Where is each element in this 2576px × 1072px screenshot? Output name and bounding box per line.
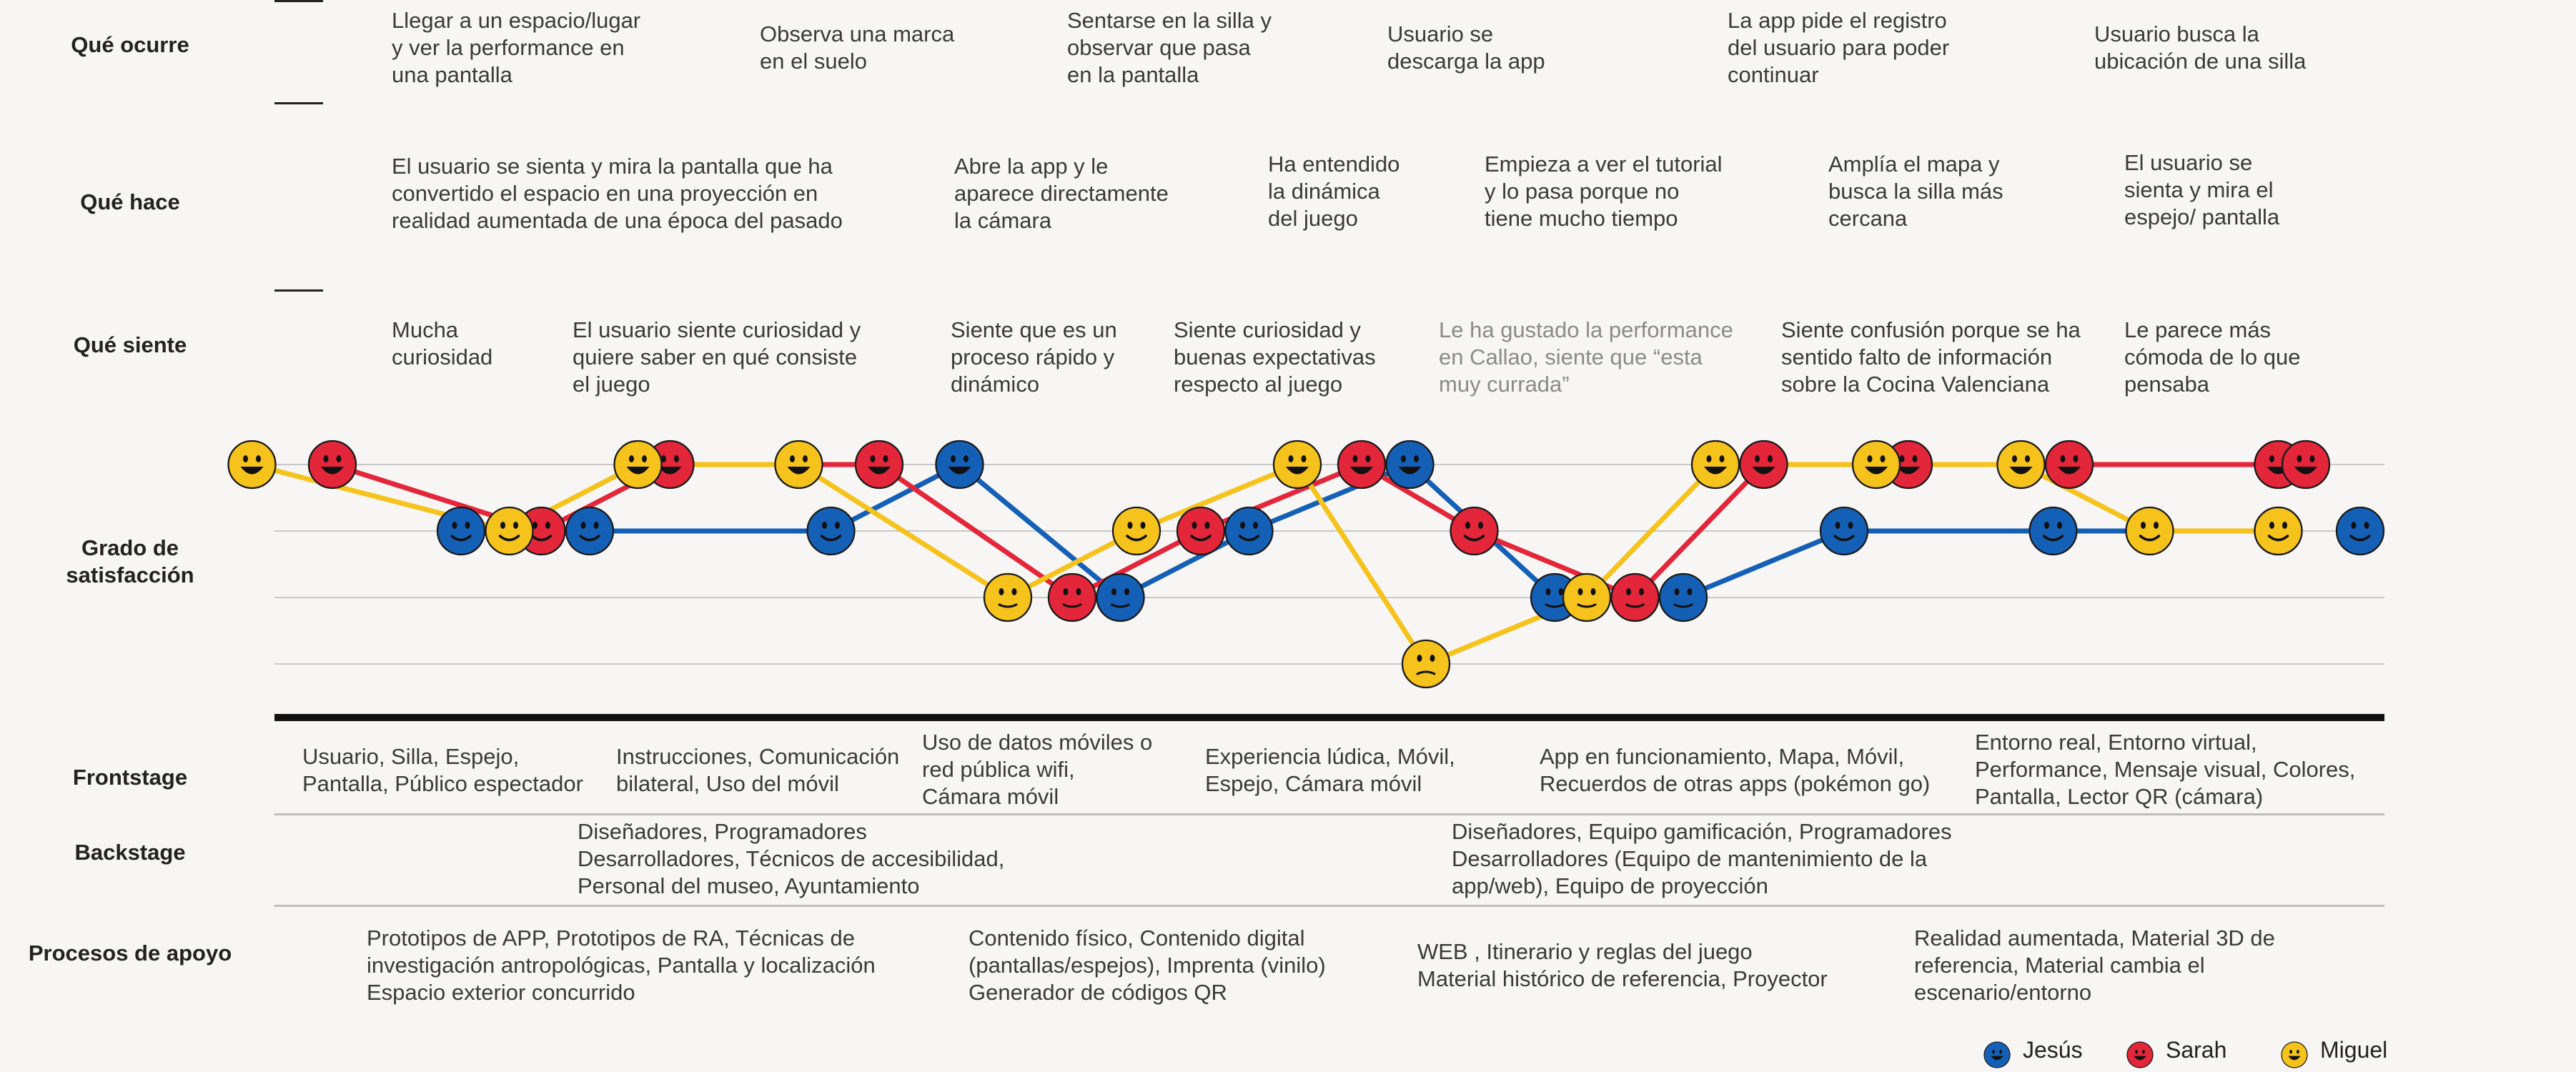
section-divider — [274, 905, 2384, 907]
smiley-icon — [1996, 440, 2046, 490]
smiley-icon — [1610, 572, 1660, 622]
smiley-icon — [1450, 506, 1499, 556]
backstage-item: Diseñadores, Equipo gamificación, Progra… — [1452, 819, 1952, 898]
frontstage-item: Instrucciones, Comunicación bilateral, U… — [616, 744, 900, 796]
smiley-icon — [1690, 440, 1740, 490]
smiley-icon — [1272, 440, 1322, 490]
smiley-icon — [1851, 440, 1901, 490]
ocurre-item: Sentarse en la silla y observar que pasa… — [1067, 8, 1272, 87]
siente-item: Le ha gustado la performance en Callao, … — [1439, 317, 1733, 397]
smiley-icon — [1983, 1041, 2011, 1068]
ocurre-item: La app pide el registro del usuario para… — [1728, 8, 1950, 87]
smiley-icon — [1176, 506, 1226, 556]
frontstage-item: Uso de datos móviles o red pública wifi,… — [922, 730, 1153, 809]
procesos-item: WEB , Itinerario y reglas del juego Mate… — [1417, 939, 1828, 991]
smiley-icon — [1111, 506, 1161, 556]
smiley-icon — [2281, 440, 2331, 490]
row-label-frontstage: Frontstage — [72, 765, 188, 790]
legend-label-jesus: Jesús — [2023, 1037, 2083, 1063]
smiley-icon — [1385, 440, 1435, 490]
hace-item: Abre la app y le aparece directamente la… — [954, 154, 1169, 233]
siente-item: Le parece más cómoda de lo que pensaba — [2124, 317, 2301, 397]
procesos-item: Realidad aumentada, Material 3D de refer… — [1914, 925, 2275, 1005]
row-label-backstage: Backstage — [74, 840, 186, 865]
frontstage-item: Usuario, Silla, Espejo, Pantalla, Públic… — [302, 744, 583, 796]
smiley-icon — [2028, 506, 2078, 556]
chart-bottom-divider — [274, 714, 2384, 721]
smiley-icon — [774, 440, 823, 490]
ocurre-item: Usuario se descarga la app — [1387, 21, 1545, 74]
smiley-icon — [613, 440, 663, 490]
smiley-icon — [2281, 1041, 2308, 1068]
hace-item: El usuario se sienta y mira la pantalla … — [392, 154, 843, 233]
section-divider — [274, 289, 323, 292]
siente-item: Mucha curiosidad — [392, 317, 493, 369]
satisfaction-chart — [227, 440, 2385, 689]
legend-label-sarah: Sarah — [2166, 1037, 2227, 1063]
smiley-icon — [1401, 639, 1451, 689]
siente-item: Siente curiosidad y buenas expectativas … — [1174, 317, 1376, 397]
smiley-icon — [1658, 572, 1708, 622]
row-label-procesos: Procesos de apoyo — [28, 941, 232, 966]
procesos-item: Prototipos de APP, Prototipos de RA, Téc… — [367, 925, 876, 1005]
section-divider — [274, 102, 323, 104]
row-label-que-ocurre: Qué ocurre — [71, 32, 189, 57]
smiley-icon — [806, 506, 856, 556]
series-line-jess — [461, 462, 2279, 600]
hace-item: Amplía el mapa y busca la silla más cerc… — [1828, 152, 2003, 231]
smiley-icon — [2281, 1041, 2308, 1068]
backstage-item: Diseñadores, Programadores Desarrollador… — [578, 819, 1005, 898]
section-divider — [274, 813, 2384, 815]
smiley-icon — [2126, 1041, 2154, 1068]
frontstage-item: App en funcionamiento, Mapa, Móvil, Recu… — [1540, 744, 1931, 796]
row-label-que-siente: Qué siente — [73, 332, 187, 357]
frontstage-item: Entorno real, Entorno virtual, Performan… — [1975, 730, 2356, 809]
siente-item: Siente que es un proceso rápido y dinámi… — [951, 317, 1117, 397]
smiley-icon — [227, 440, 277, 490]
smiley-icon — [1047, 572, 1097, 622]
ocurre-item: Usuario busca la ubicación de una silla — [2094, 21, 2307, 74]
hace-item: Empieza a ver el tutorial y lo pasa porq… — [1485, 152, 1723, 231]
smiley-icon — [2044, 440, 2094, 490]
smiley-icon — [2126, 1041, 2154, 1068]
legend-label-miguel: Miguel — [2320, 1037, 2388, 1063]
hace-item: Ha entendido la dinámica del juego — [1268, 152, 1400, 231]
smiley-icon — [1819, 506, 1869, 556]
smiley-icon — [935, 440, 984, 490]
smiley-icon — [307, 440, 357, 490]
smiley-icon — [1337, 440, 1387, 490]
row-label-que-hace: Qué hace — [80, 189, 180, 214]
smiley-icon — [1224, 506, 1274, 556]
smiley-icon — [1739, 440, 1788, 490]
ocurre-item: Observa una marca en el suelo — [760, 21, 955, 74]
siente-item: Siente confusión porque se ha sentido fa… — [1781, 317, 2081, 397]
hace-item: El usuario se sienta y mira el espejo/ p… — [2124, 150, 2280, 229]
smiley-icon — [1096, 572, 1145, 622]
row-label-grado: Grado de satisfacción — [66, 535, 194, 587]
siente-item: El usuario siente curiosidad y quiere sa… — [573, 317, 861, 397]
smiley-icon — [854, 440, 904, 490]
smiley-icon — [2335, 506, 2385, 556]
smiley-icon — [1562, 572, 1612, 622]
smiley-icon — [436, 506, 486, 556]
section-divider — [274, 0, 323, 2]
smiley-icon — [983, 572, 1033, 622]
frontstage-item: Experiencia lúdica, Móvil, Espejo, Cámar… — [1205, 744, 1455, 796]
ocurre-item: Llegar a un espacio/lugar y ver la perfo… — [392, 8, 641, 87]
procesos-item: Contenido físico, Contenido digital (pan… — [969, 925, 1326, 1005]
smiley-icon — [485, 506, 534, 556]
smiley-icon — [1983, 1041, 2011, 1068]
smiley-icon — [565, 506, 615, 556]
smiley-icon — [2125, 506, 2174, 556]
series-line-miguel — [251, 462, 2279, 667]
smiley-icon — [2254, 506, 2303, 556]
